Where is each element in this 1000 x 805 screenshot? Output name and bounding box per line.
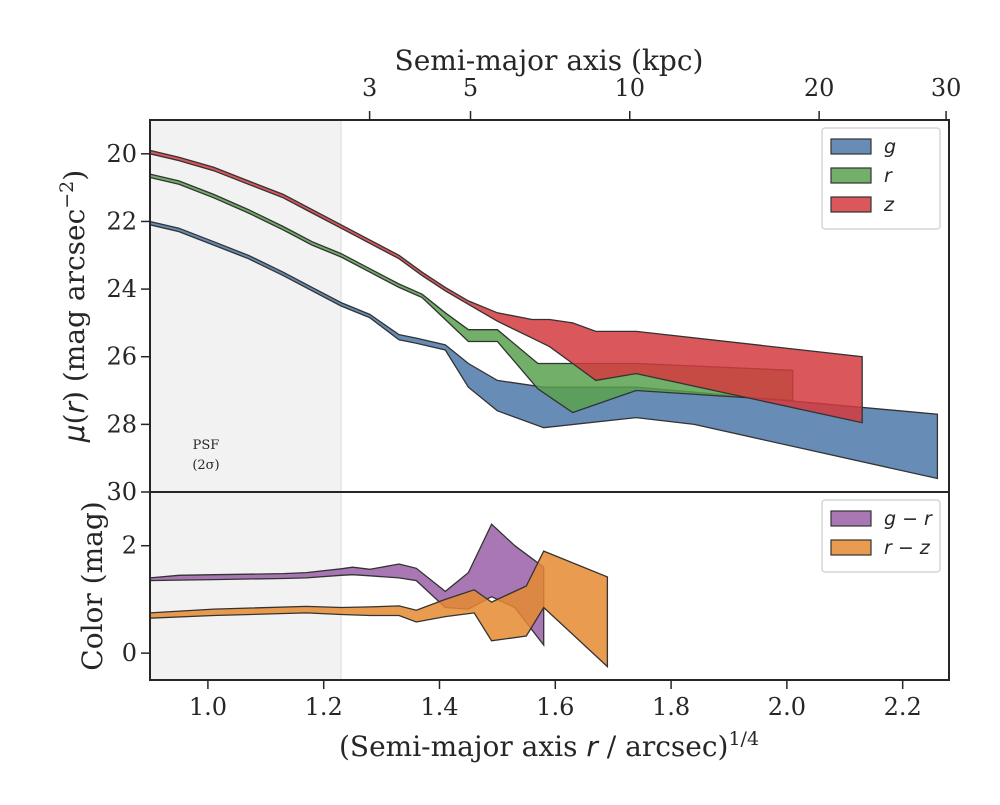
profile-y-tick-label: 24 bbox=[106, 275, 137, 303]
legend-swatch bbox=[830, 138, 872, 155]
color-y-tick-label: 2 bbox=[122, 532, 137, 560]
psf-label: PSF bbox=[193, 438, 220, 453]
x-tick-label: 1.4 bbox=[420, 693, 458, 721]
profile-series bbox=[149, 149, 939, 480]
bottom-x-axis-label: (Semi-major axis r / arcsec)1/4 bbox=[339, 728, 759, 763]
series-band-g bbox=[149, 220, 939, 480]
series-band-g-r bbox=[149, 523, 545, 648]
color-legend: g − r r − z bbox=[821, 499, 941, 573]
series-band-r-z bbox=[149, 550, 609, 669]
x-tick-label: 2.0 bbox=[768, 693, 806, 721]
profile-y-tick-label: 26 bbox=[106, 343, 137, 371]
profile-y-tick-label: 30 bbox=[106, 478, 137, 506]
top-x-axis-label: Semi-major axis (kpc) bbox=[395, 44, 704, 77]
legend-label: r − z bbox=[884, 537, 931, 559]
top-x-tick-label: 30 bbox=[931, 74, 962, 102]
x-tick-label: 1.0 bbox=[189, 693, 227, 721]
color-y-axis-label: Color (mag) bbox=[76, 501, 109, 670]
color-y-tick-label: 0 bbox=[122, 639, 137, 667]
top-x-tick-label: 10 bbox=[614, 74, 645, 102]
top-x-tick-label: 5 bbox=[463, 74, 478, 102]
series-band-z bbox=[149, 149, 863, 424]
legend-swatch bbox=[830, 196, 872, 213]
top-x-tick-label: 20 bbox=[804, 74, 835, 102]
profile-legend: grz bbox=[821, 127, 941, 230]
x-tick-label: 1.6 bbox=[536, 693, 574, 721]
psf-sigma-label: (2σ) bbox=[192, 458, 219, 473]
psf-region bbox=[149, 119, 342, 681]
legend-swatch bbox=[830, 167, 872, 184]
profile-y-tick-label: 28 bbox=[106, 410, 137, 438]
top-x-tick-label: 3 bbox=[362, 74, 377, 102]
legend-swatch bbox=[830, 539, 872, 556]
legend-swatch bbox=[830, 510, 872, 527]
profile-y-tick-label: 20 bbox=[106, 140, 137, 168]
legend-label: g bbox=[884, 136, 896, 158]
x-tick-label: 1.8 bbox=[652, 693, 690, 721]
profile-y-axis-label: μ(r) (mag arcsec−2) bbox=[56, 170, 91, 443]
profile-y-tick-label: 22 bbox=[106, 207, 137, 235]
color-series bbox=[149, 523, 609, 669]
legend-label: g − r bbox=[884, 508, 933, 530]
legend-label: z bbox=[883, 194, 895, 216]
x-tick-label: 1.2 bbox=[305, 693, 343, 721]
x-tick-label: 2.2 bbox=[884, 693, 922, 721]
color-axes-frame bbox=[149, 491, 950, 681]
axis-ticks: 1.0 1.2 1.4 1.6 1.8 2.0 2.2 20 22 24 26 28 30 0 2 3 5 10 2… bbox=[106, 74, 962, 721]
legend-label: r bbox=[884, 165, 893, 187]
